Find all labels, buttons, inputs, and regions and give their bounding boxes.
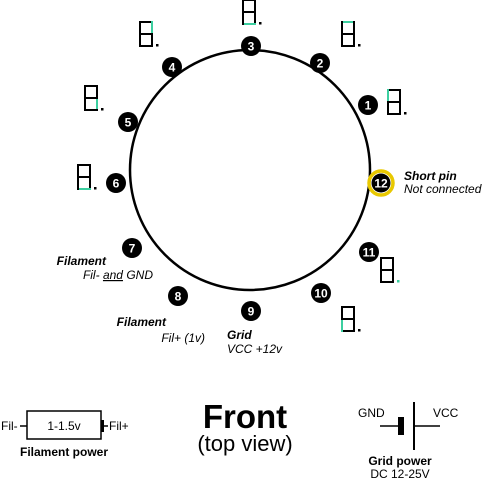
segment-dp [358, 44, 361, 47]
pin-3: 3 [241, 36, 261, 56]
pin-9: 9 [241, 301, 261, 321]
pin-9-label: 9 [248, 305, 255, 319]
segment-digit-icon-pin-10 [341, 306, 361, 332]
segment-digit-icon-pin-4 [139, 21, 159, 47]
filament-pos-title: Filament [117, 315, 167, 329]
filament-pos-terminal-label: Fil+ [109, 419, 129, 433]
pin-12-label: 12 [374, 177, 388, 191]
pin-7: 7 [122, 238, 142, 258]
segment-dp [259, 22, 262, 25]
segment-dp [94, 187, 97, 190]
pin-11-label: 11 [363, 246, 376, 260]
segment-dp [101, 108, 104, 111]
filament-power-caption: Filament power [20, 445, 108, 459]
filament-neg-subtitle: Fil- and GND [83, 268, 153, 282]
filament-voltage-label: 1-1.5v [47, 419, 80, 433]
segment-digit-icons [77, 0, 407, 332]
grid-gnd-label: GND [358, 406, 385, 420]
pin-6: 6 [106, 173, 126, 193]
filament-neg-title: Filament [57, 254, 107, 268]
grid-subtitle: VCC +12v [227, 342, 283, 356]
pin-1: 1 [358, 95, 378, 115]
segment-digit-icon-pin-11 [380, 257, 400, 283]
segment-digit-icon-pin-2 [341, 21, 361, 47]
pin-6-label: 6 [113, 177, 120, 191]
segment-digit-icon-pin-3 [242, 0, 262, 25]
pin-8: 8 [168, 286, 188, 306]
tube-base-circle [128, 48, 372, 292]
pin-8-label: 8 [175, 290, 182, 304]
pin-4: 4 [162, 57, 182, 77]
pin-10-label: 10 [314, 287, 328, 301]
segment-digit-icon-pin-1 [387, 89, 407, 115]
pin-5: 5 [118, 112, 138, 132]
pin-2: 2 [310, 53, 330, 73]
pin-group: 1 2 3 4 5 6 7 8 [106, 36, 395, 321]
segment-dp [397, 280, 400, 283]
segment-digit-icon-pin-6 [77, 164, 97, 190]
segment-dp [156, 44, 159, 47]
pin-12-highlight-ring [367, 169, 395, 197]
grid-title: Grid [227, 328, 252, 342]
segment-dp [404, 112, 407, 115]
pin-7-label: 7 [129, 242, 136, 256]
pin-1-label: 1 [365, 99, 372, 113]
grid-power-caption: Grid power [368, 454, 432, 468]
pin-3-label: 3 [248, 40, 255, 54]
grid-power-subcaption: DC 12-25V [370, 467, 429, 480]
pin-2-label: 2 [317, 57, 324, 71]
pin-11: 11 [359, 242, 379, 262]
short-pin-title: Short pin [404, 169, 457, 183]
filament-power-symbol [20, 410, 108, 440]
battery-symbol-icon [380, 402, 440, 450]
segment-digit-icon-pin-5 [84, 85, 104, 111]
pin-5-label: 5 [125, 116, 132, 130]
front-title: Front [203, 398, 287, 435]
pin-4-label: 4 [169, 61, 176, 75]
pin-10: 10 [311, 283, 331, 303]
segment-dp [358, 329, 361, 332]
pin-12: 12 [371, 173, 391, 193]
filament-pos-subtitle: Fil+ (1v) [161, 331, 205, 345]
top-view-subtitle: (top view) [197, 431, 292, 456]
short-pin-subtitle: Not connected [404, 182, 482, 196]
grid-vcc-label: VCC [433, 406, 459, 420]
filament-neg-terminal-label: Fil- [1, 419, 18, 433]
